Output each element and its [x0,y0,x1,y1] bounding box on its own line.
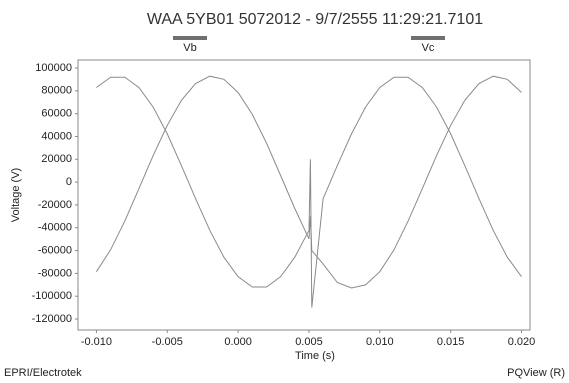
y-tick-label: 60000 [41,108,72,120]
x-axis-label: Time (s) [295,350,335,362]
x-tick-label: -0.005 [152,336,183,348]
legend-swatch [173,36,207,40]
x-tick-label: -0.010 [81,336,112,348]
series-line [95,75,522,289]
series-line [96,76,522,308]
plot-frame [77,59,531,331]
x-tick-label: 0.000 [224,336,252,348]
y-tick-label: 0 [66,176,72,188]
y-axis-label: Voltage (V) [10,168,22,222]
legend-label: Vc [422,42,435,54]
chart-title: WAA 5YB01 5072012 - 9/7/2555 11:29:21.71… [147,11,483,28]
y-tick-label: -20000 [38,199,72,211]
footer-left: EPRI/Electrotek [4,367,82,379]
y-tick-label: -40000 [38,222,72,234]
y-tick-label: 100000 [35,62,72,74]
x-tick-label: 0.015 [437,336,465,348]
y-tick-label: -100000 [32,290,72,302]
y-tick-label: -120000 [32,313,72,325]
y-tick-label: 40000 [41,130,72,142]
x-tick-label: 0.005 [295,336,323,348]
x-tick-label: 0.020 [508,336,536,348]
legend-label: Vb [183,42,196,54]
y-tick-label: 20000 [41,153,72,165]
legend-swatch [411,36,445,40]
y-tick-label: -80000 [38,267,72,279]
y-tick-label: 80000 [41,85,72,97]
footer-right: PQView (R) [507,367,565,379]
y-tick-label: -60000 [38,244,72,256]
x-tick-label: 0.010 [366,336,394,348]
